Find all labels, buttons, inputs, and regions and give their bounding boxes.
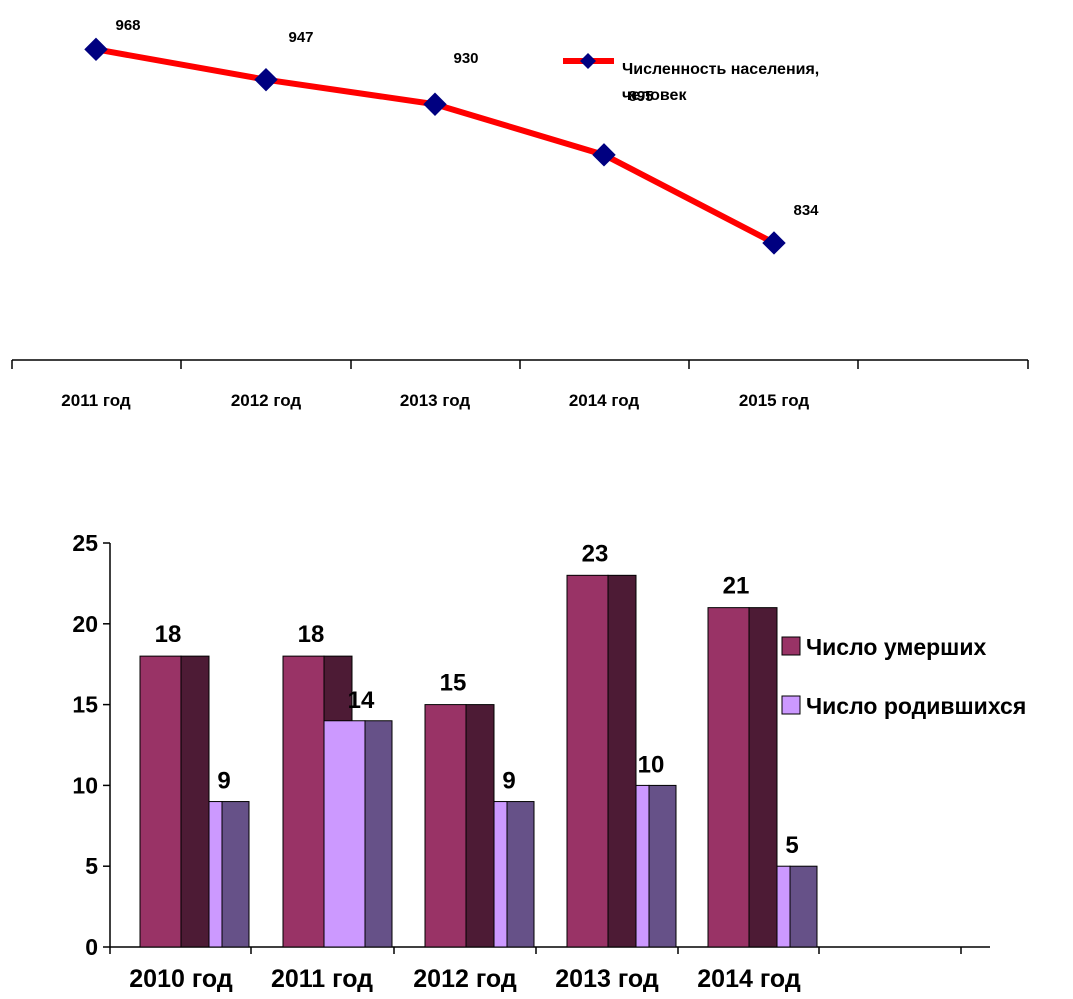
births-deaths-bar-chart: 0 5 10 15 20 25 18 9 2010 год 18 14 2011 год 15 9 2012…	[72, 530, 1026, 993]
births-data-label: 9	[217, 768, 230, 795]
line-chart-x-tick-label: 2014 год	[569, 391, 640, 410]
line-chart-legend: Численность населения, человек	[563, 53, 819, 104]
births-bar-side	[789, 865, 818, 948]
population-data-label: 834	[793, 202, 819, 219]
population-data-point	[254, 67, 278, 92]
bar-chart-x-tick-label: 2013 год	[555, 965, 659, 993]
births-bar-front	[493, 801, 508, 948]
legend-series-label-line2: человек	[622, 87, 687, 104]
births-bar-side	[221, 801, 250, 948]
deaths-bar-front	[424, 704, 467, 948]
births-data-label: 9	[502, 768, 515, 795]
births-data-label: 10	[638, 751, 665, 778]
bar-chart-x-tick-label: 2010 год	[129, 965, 233, 993]
births-bar-front	[208, 801, 223, 948]
line-chart-x-tick-label: 2011 год	[61, 391, 131, 410]
bar-chart-y-tick-label: 0	[85, 934, 98, 960]
bar-chart-y-tick-label: 10	[72, 772, 98, 798]
births-bar-side	[506, 801, 535, 948]
deaths-bar-front	[707, 607, 750, 948]
bar-chart-y-tick-label: 15	[72, 692, 98, 718]
population-data-point	[423, 92, 447, 116]
births-bar-side	[648, 784, 677, 948]
population-data-label: 930	[453, 50, 478, 67]
bar-chart-y-tick-label: 25	[72, 530, 98, 556]
legend-births-swatch	[781, 695, 801, 715]
population-data-label: 895	[628, 88, 653, 105]
legend-births-label: Число родившихся	[806, 693, 1026, 719]
line-chart-x-tick-label: 2015 год	[739, 391, 810, 410]
bar-chart-y-tick-label: 5	[85, 853, 98, 879]
deaths-data-label: 23	[582, 540, 609, 567]
population-data-point	[592, 143, 616, 167]
births-bar-front	[776, 865, 791, 948]
deaths-bar-side	[607, 574, 637, 948]
deaths-bar-side	[748, 607, 778, 948]
deaths-data-label: 18	[298, 621, 325, 648]
population-series-line	[95, 46, 776, 246]
population-data-point	[762, 231, 786, 255]
bar-chart-y-tick-label: 20	[72, 611, 98, 637]
deaths-data-label: 21	[723, 573, 750, 600]
births-bar-side	[364, 720, 393, 948]
bar-chart-legend: Число умерших Число родившихся	[781, 634, 1026, 719]
bar-chart-x-tick-label: 2011 год	[271, 965, 373, 993]
population-data-label: 968	[115, 17, 140, 34]
legend-deaths-swatch	[781, 636, 801, 656]
births-data-label: 14	[348, 687, 375, 714]
line-chart-x-tick-label: 2013 год	[400, 391, 471, 410]
population-data-label: 947	[288, 29, 313, 46]
deaths-bar-front	[139, 655, 182, 948]
deaths-bar-side	[180, 655, 210, 948]
deaths-bar-side	[465, 704, 495, 948]
deaths-data-label: 15	[440, 670, 467, 697]
population-data-point	[84, 37, 108, 62]
legend-marker-swatch	[580, 53, 596, 69]
deaths-bar-front	[282, 655, 325, 948]
population-line-chart: 2011 год 2012 год 2013 год 2014 год 2015 год…	[11, 17, 1029, 410]
deaths-data-label: 18	[155, 621, 182, 648]
legend-deaths-label: Число умерших	[806, 634, 986, 660]
births-bar-front	[635, 784, 650, 948]
bar-chart-x-tick-label: 2012 год	[413, 965, 517, 993]
bar-chart-x-tick-label: 2014 год	[697, 965, 801, 993]
deaths-bar-front	[566, 574, 609, 948]
legend-series-label-line1: Численность населения,	[622, 61, 819, 78]
births-bar-front	[323, 720, 366, 948]
births-data-label: 5	[785, 832, 798, 859]
line-chart-x-tick-label: 2012 год	[231, 391, 302, 410]
